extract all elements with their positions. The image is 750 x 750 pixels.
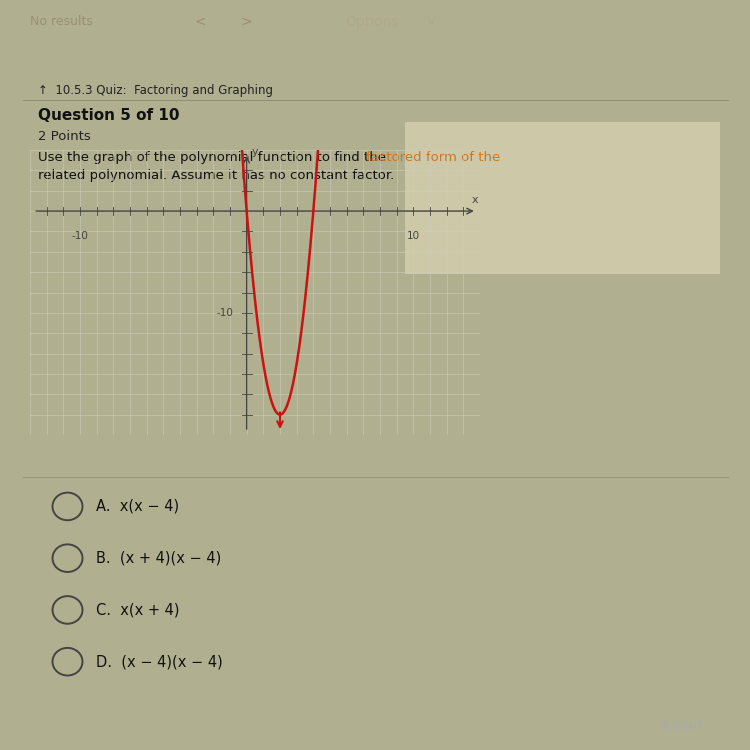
Text: Question 5 of 10: Question 5 of 10 bbox=[38, 108, 179, 123]
Text: x: x bbox=[472, 195, 478, 205]
FancyBboxPatch shape bbox=[405, 122, 720, 274]
Text: >: > bbox=[240, 15, 251, 29]
Text: <: < bbox=[195, 15, 206, 29]
Text: Options: Options bbox=[345, 15, 398, 29]
Text: B.  (x + 4)(x − 4): B. (x + 4)(x − 4) bbox=[96, 550, 221, 566]
Text: Use the graph of the polynomial function to find the: Use the graph of the polynomial function… bbox=[38, 151, 390, 164]
Text: A.  x(x − 4): A. x(x − 4) bbox=[96, 499, 179, 514]
Text: No results: No results bbox=[30, 16, 93, 28]
Text: -10: -10 bbox=[71, 232, 88, 242]
Text: C.  x(x + 4): C. x(x + 4) bbox=[96, 602, 179, 617]
Text: D.  (x − 4)(x − 4): D. (x − 4)(x − 4) bbox=[96, 654, 223, 669]
Text: SUBMIT: SUBMIT bbox=[660, 720, 705, 733]
Text: -10: -10 bbox=[217, 308, 233, 318]
Text: 10: 10 bbox=[406, 232, 420, 242]
Text: ↑  10.5.3 Quiz:  Factoring and Graphing: ↑ 10.5.3 Quiz: Factoring and Graphing bbox=[38, 84, 272, 98]
Text: y: y bbox=[252, 147, 258, 157]
Text: factored form of the: factored form of the bbox=[366, 151, 500, 164]
Text: related polynomial. Assume it has no constant factor.: related polynomial. Assume it has no con… bbox=[38, 169, 394, 182]
Text: 2 Points: 2 Points bbox=[38, 130, 90, 143]
Text: V: V bbox=[427, 17, 435, 27]
